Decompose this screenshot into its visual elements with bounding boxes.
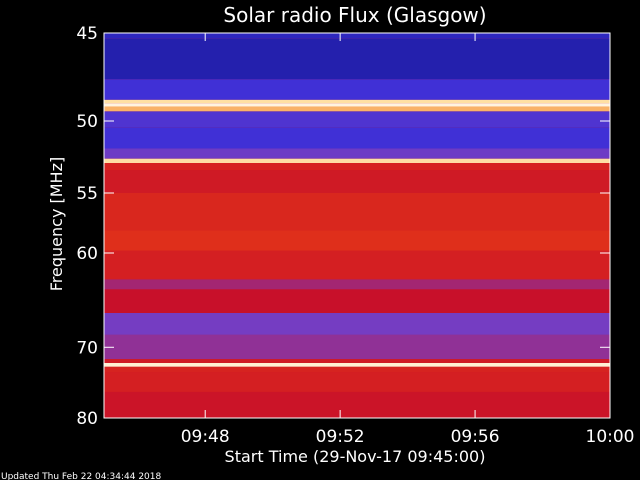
y-axis: 45 50 55 60 70 80 bbox=[76, 24, 610, 429]
frequency-band bbox=[104, 359, 610, 363]
y-axis-label: Frequency [MHz] bbox=[47, 157, 66, 291]
x-axis-label: Start Time (29-Nov-17 09:45:00) bbox=[225, 447, 486, 466]
y-tick-label: 50 bbox=[76, 112, 98, 132]
y-tick-label: 45 bbox=[76, 24, 98, 44]
updated-timestamp: Updated Thu Feb 22 04:34:44 2018 bbox=[1, 472, 162, 480]
frequency-band bbox=[104, 230, 610, 251]
x-tick-label: 09:52 bbox=[316, 427, 365, 447]
frequency-band bbox=[104, 163, 610, 171]
plot-frame bbox=[103, 32, 611, 419]
x-tick-label: 10:00 bbox=[586, 427, 635, 447]
x-tick-label: 09:56 bbox=[451, 427, 500, 447]
frequency-band bbox=[104, 279, 610, 290]
frequency-band bbox=[104, 148, 610, 159]
chart-title: Solar radio Flux (Glasgow) bbox=[223, 3, 486, 27]
frequency-band bbox=[104, 103, 610, 107]
frequency-band bbox=[104, 334, 610, 360]
frequency-band bbox=[104, 38, 610, 80]
frequency-band bbox=[104, 363, 610, 367]
x-tick-label: 09:48 bbox=[181, 427, 230, 447]
frequency-band bbox=[104, 313, 610, 335]
frequency-band bbox=[104, 391, 610, 418]
frequency-band bbox=[104, 250, 610, 280]
spectrogram-plot-area bbox=[103, 32, 611, 419]
frequency-band bbox=[104, 79, 610, 100]
y-tick-label: 60 bbox=[76, 244, 98, 264]
x-axis: 09:48 09:52 09:56 10:00 bbox=[181, 33, 635, 447]
frequency-band bbox=[104, 289, 610, 313]
y-tick-label: 55 bbox=[76, 184, 98, 204]
frequency-band bbox=[104, 111, 610, 128]
frequency-band bbox=[104, 366, 610, 373]
y-tick-label: 70 bbox=[76, 338, 98, 358]
frequency-band bbox=[104, 372, 610, 392]
frequency-band bbox=[104, 158, 610, 163]
frequency-band bbox=[104, 99, 610, 104]
y-tick-label: 80 bbox=[76, 409, 98, 429]
frequency-band bbox=[104, 193, 610, 231]
frequency-band bbox=[104, 170, 610, 193]
frequency-band bbox=[104, 33, 610, 39]
frequency-band bbox=[104, 127, 610, 149]
frequency-band bbox=[104, 106, 610, 112]
